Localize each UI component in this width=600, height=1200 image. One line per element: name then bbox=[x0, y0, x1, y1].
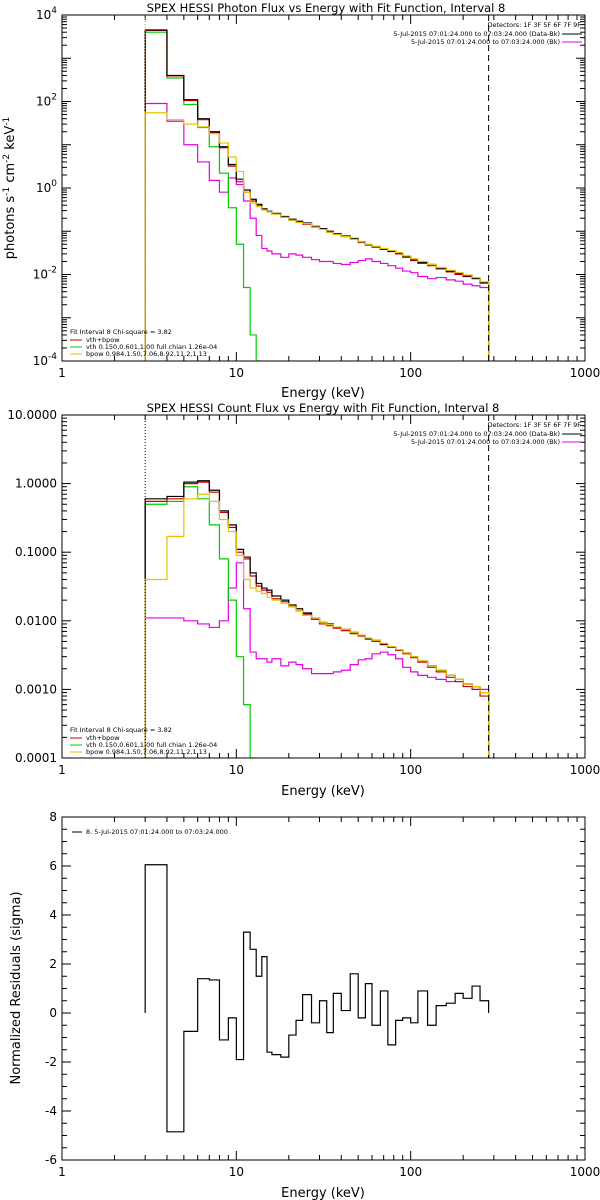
series-line-vth bbox=[144, 486, 257, 758]
legend-label: 5-Jul-2015 07:01:24.000 to 07:03:24.000 … bbox=[393, 30, 560, 38]
plot-frame bbox=[61, 14, 586, 362]
legend-label: 5-Jul-2015 07:01:24.000 to 07:03:24.000 … bbox=[393, 430, 560, 438]
series-line-vth-plus-bpow bbox=[144, 29, 490, 361]
legend-bottom-left: Fit Interval 8 Chi-square = 3.82 vth+bpo… bbox=[70, 726, 217, 756]
legend-bottom-left: Fit Interval 8 Chi-square = 3.82 vth+bpo… bbox=[70, 328, 217, 358]
x-axis-label: Energy (keV) bbox=[281, 1186, 365, 1200]
legend-title: Detectors: 1F 3F 5F 6F 7F 9F bbox=[487, 421, 581, 429]
y-tick-label: 100 bbox=[36, 179, 57, 195]
legend-title: Fit Interval 8 Chi-square = 3.82 bbox=[70, 726, 172, 734]
series-line-bk bbox=[144, 102, 490, 361]
plot-frame bbox=[61, 414, 586, 759]
y-tick-label: 104 bbox=[36, 6, 57, 22]
photon-flux-marks: 1 10 100 1000 10-4 10-2 100 102 104 bbox=[33, 6, 600, 380]
y-tick-label: 8 bbox=[49, 810, 57, 824]
y-tick-label: 1.0000 bbox=[15, 477, 57, 491]
y-tick-label: 10.0000 bbox=[7, 408, 57, 422]
x-tick-label: 10 bbox=[229, 1165, 244, 1179]
y-tick-label: 0.1000 bbox=[15, 545, 57, 559]
x-tick-label: 1 bbox=[58, 366, 66, 380]
chart-title: SPEX HESSI Photon Flux vs Energy with Fi… bbox=[147, 1, 506, 15]
series-line-bpow bbox=[144, 493, 490, 758]
x-tick-label: 1000 bbox=[570, 366, 600, 380]
y-tick-label: 0.0100 bbox=[15, 614, 57, 628]
x-tick-label: 1000 bbox=[570, 763, 600, 777]
legend-label: 8. 5-Jul-2015 07:01:24.000 to 07:03:24.0… bbox=[86, 828, 228, 836]
y-tick-label: -4 bbox=[45, 1104, 57, 1118]
y-axis-label: photons s-1 cm-2 keV-1 bbox=[2, 117, 18, 259]
photon-flux-panel: SPEX HESSI Photon Flux vs Energy with Fi… bbox=[2, 1, 600, 401]
plot-frame bbox=[61, 816, 586, 1161]
legend-top-left: 8. 5-Jul-2015 07:01:24.000 to 07:03:24.0… bbox=[72, 828, 228, 836]
y-tick-label: -6 bbox=[45, 1153, 57, 1167]
y-tick-label: -2 bbox=[45, 1055, 57, 1069]
y-tick-label: 0.0001 bbox=[15, 751, 57, 765]
x-tick-label: 1 bbox=[58, 763, 66, 777]
y-tick-label: 0.0010 bbox=[15, 682, 57, 696]
x-axis-label: Energy (keV) bbox=[281, 386, 365, 401]
legend-label: vth+bpow bbox=[86, 336, 120, 344]
series-line-vth bbox=[144, 31, 262, 361]
y-tick-label: 10-2 bbox=[33, 266, 57, 282]
legend-title: Detectors: 1F 3F 5F 6F 7F 9F bbox=[487, 21, 581, 29]
series-line-bk bbox=[144, 562, 490, 758]
legend-label: vth 0.150,0.601,1.00 full chian 1.26e-04 bbox=[86, 343, 217, 351]
y-tick-label: 10-4 bbox=[33, 352, 58, 368]
count-flux-panel: SPEX HESSI Count Flux vs Energy with Fit… bbox=[7, 401, 600, 799]
y-tick-label: 2 bbox=[49, 957, 57, 971]
y-axis-label: Normalized Residuals (sigma) bbox=[9, 891, 24, 1084]
legend-title: Fit Interval 8 Chi-square = 3.82 bbox=[70, 328, 172, 336]
x-tick-label: 1 bbox=[58, 1165, 66, 1179]
series-line-bpow bbox=[144, 112, 490, 361]
y-tick-label: 4 bbox=[49, 908, 57, 922]
x-tick-label: 100 bbox=[399, 1165, 422, 1179]
x-tick-label: 100 bbox=[399, 366, 422, 380]
series-line-8 bbox=[144, 864, 490, 1133]
x-axis-label: Energy (keV) bbox=[281, 784, 365, 799]
legend-label: 5-Jul-2015 07:01:24.000 to 07:03:24.000 … bbox=[411, 438, 560, 446]
legend-label: vth 0.150,0.601,1.00 full chian 1.26e-04 bbox=[86, 741, 217, 749]
legend-label: 5-Jul-2015 07:01:24.000 to 07:03:24.000 … bbox=[411, 38, 560, 46]
legend-label: vth+bpow bbox=[86, 734, 120, 742]
y-tick-label: 0 bbox=[49, 1006, 57, 1020]
y-tick-label: 6 bbox=[49, 859, 57, 873]
residuals-panel: 1 10 100 1000 -6 -4 -2 0 2 4 6 8 Energy (keV) Norma… bbox=[9, 810, 600, 1200]
legend-top-right: Detectors: 1F 3F 5F 6F 7F 9F 5-Jul-2015 … bbox=[393, 421, 582, 446]
x-tick-label: 1000 bbox=[570, 1165, 600, 1179]
legend-top-right: Detectors: 1F 3F 5F 6F 7F 9F 5-Jul-2015 … bbox=[393, 21, 582, 46]
series-line-vth-plus-bpow bbox=[144, 481, 490, 758]
residuals-marks: 1 10 100 1000 -6 -4 -2 0 2 4 6 8 bbox=[45, 810, 600, 1179]
legend-label: bpow 0.984,1.50,7.06,8.92,11.2,1.13 bbox=[86, 350, 207, 358]
chart-title: SPEX HESSI Count Flux vs Energy with Fit… bbox=[147, 401, 500, 415]
series-line-data bbox=[144, 29, 490, 361]
legend-label: bpow 0.984,1.50,7.06,8.92,11.2,1.13 bbox=[86, 748, 207, 756]
y-tick-label: 102 bbox=[36, 93, 57, 109]
x-tick-label: 100 bbox=[399, 763, 422, 777]
x-tick-label: 10 bbox=[229, 366, 244, 380]
count-flux-marks: 1 10 100 1000 0.0001 0.0010 0.0100 0.1000 1.0000… bbox=[7, 408, 600, 777]
x-tick-label: 10 bbox=[229, 763, 244, 777]
